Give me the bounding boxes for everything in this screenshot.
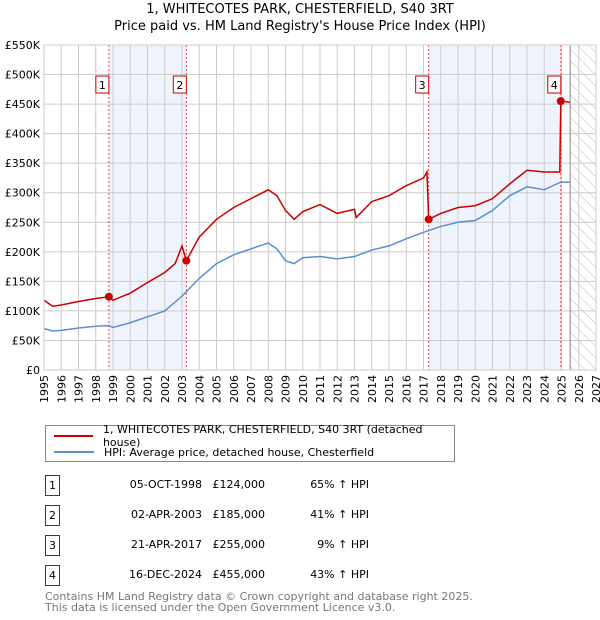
sale-hpi-change: 41% ↑ HPI bbox=[310, 508, 369, 521]
x-tick-label: 2016 bbox=[400, 375, 413, 403]
sale-date: 16-DEC-2024 bbox=[128, 568, 202, 581]
legend-red-line bbox=[54, 435, 93, 437]
x-tick-label: 2003 bbox=[176, 375, 189, 403]
series-line bbox=[43, 100, 571, 307]
x-tick-label: 2008 bbox=[262, 375, 275, 403]
x-tick-label: 2026 bbox=[573, 375, 586, 403]
sale-point bbox=[556, 97, 565, 106]
x-tick-label: 2022 bbox=[504, 375, 517, 403]
x-tick-label: 2027 bbox=[590, 375, 600, 403]
sale-point bbox=[104, 292, 113, 301]
chart-subtitle: Price paid vs. HM Land Registry's House … bbox=[114, 19, 486, 34]
y-tick-label: £50K bbox=[12, 334, 41, 347]
x-tick-label: 2025 bbox=[556, 375, 569, 403]
sale-row: 3 21-APR-2017 £255,000 9% ↑ HPI bbox=[45, 535, 445, 556]
sale-price: £185,000 bbox=[212, 508, 266, 521]
x-tick-label: 2015 bbox=[383, 375, 396, 403]
y-tick-label: £500K bbox=[5, 69, 41, 82]
series-line bbox=[43, 181, 571, 332]
x-tick-label: 1998 bbox=[90, 375, 103, 403]
y-tick-label: £550K bbox=[5, 39, 41, 52]
x-tick-label: 2014 bbox=[366, 375, 379, 403]
x-tick-label: 2017 bbox=[418, 375, 431, 403]
x-tick-label: 2006 bbox=[228, 375, 241, 403]
x-tick-label: 2011 bbox=[314, 375, 327, 403]
x-tick-label: 2024 bbox=[538, 375, 551, 403]
sale-price: £124,000 bbox=[212, 478, 266, 491]
sale-marker-label: 4 bbox=[45, 565, 60, 586]
y-tick-label: £300K bbox=[5, 187, 41, 200]
x-tick-label: 2023 bbox=[521, 375, 534, 403]
y-tick-label: £450K bbox=[5, 98, 41, 111]
y-tick-label: £150K bbox=[5, 275, 41, 288]
y-tick-label: £350K bbox=[5, 157, 41, 170]
sale-label: 2 bbox=[176, 79, 183, 92]
x-tick-label: 2002 bbox=[159, 375, 172, 403]
x-tick-label: 2001 bbox=[142, 375, 155, 403]
sale-point bbox=[182, 256, 191, 265]
x-tick-label: 1997 bbox=[73, 375, 86, 403]
legend: 1, WHITECOTES PARK, CHESTERFIELD, S40 3R… bbox=[45, 423, 455, 462]
x-tick-label: 2020 bbox=[469, 375, 482, 403]
x-tick-label: 2018 bbox=[435, 375, 448, 403]
sale-row: 2 02-APR-2003 £185,000 41% ↑ HPI bbox=[45, 505, 445, 526]
x-tick-label: 2005 bbox=[211, 375, 224, 403]
legend-label-hpi: HPI: Average price, detached house, Ches… bbox=[104, 445, 375, 459]
sale-label-box bbox=[547, 75, 562, 94]
sale-marker-label: 2 bbox=[45, 505, 60, 526]
y-tick-label: £100K bbox=[5, 305, 41, 318]
sale-row: 4 16-DEC-2024 £455,000 43% ↑ HPI bbox=[45, 565, 445, 586]
sale-point bbox=[424, 215, 433, 224]
shaded-range bbox=[428, 45, 561, 370]
y-tick-label: £400K bbox=[5, 128, 41, 141]
x-tick-label: 1995 bbox=[38, 375, 51, 403]
sale-marker-label: 1 bbox=[45, 475, 60, 496]
y-tick-label: £250K bbox=[5, 216, 41, 229]
sale-marker-label: 3 bbox=[45, 535, 60, 556]
sale-date: 21-APR-2017 bbox=[130, 538, 202, 551]
sale-label: 4 bbox=[551, 79, 558, 92]
footer-line-1: Contains HM Land Registry data © Crown c… bbox=[45, 590, 473, 603]
sale-label-box bbox=[172, 75, 187, 94]
chart-title: 1, WHITECOTES PARK, CHESTERFIELD, S40 3R… bbox=[146, 2, 454, 17]
plot-area: 1995 1996 1997 1998 1999 2000 2001 2002 2003 2004… bbox=[5, 39, 600, 403]
sale-date: 05-OCT-1998 bbox=[129, 478, 202, 491]
y-tick-label: £0 bbox=[26, 364, 40, 377]
y-tick-label: £200K bbox=[5, 246, 41, 259]
sale-label: 1 bbox=[99, 79, 106, 92]
sale-hpi-change: 9% ↑ HPI bbox=[317, 538, 369, 551]
x-tick-label: 2004 bbox=[193, 375, 206, 403]
sale-row: 1 05-OCT-1998 £124,000 65% ↑ HPI bbox=[45, 475, 445, 496]
x-tick-label: 1996 bbox=[55, 375, 68, 403]
x-tick-label: 2013 bbox=[349, 375, 362, 403]
sale-label-box bbox=[95, 75, 110, 94]
x-tick-label: 2012 bbox=[331, 375, 344, 403]
x-tick-label: 2021 bbox=[487, 375, 500, 403]
footer-line-2: This data is licensed under the Open Gov… bbox=[45, 601, 396, 614]
x-tick-label: 2019 bbox=[452, 375, 465, 403]
plot-frame bbox=[43, 44, 597, 371]
sale-date: 02-APR-2003 bbox=[130, 508, 202, 521]
legend-label-property: 1, WHITECOTES PARK, CHESTERFIELD, S40 3R… bbox=[102, 423, 423, 449]
sale-label-box bbox=[415, 75, 430, 94]
sale-label: 3 bbox=[419, 79, 426, 92]
legend-blue-line bbox=[54, 451, 94, 453]
x-tick-label: 2000 bbox=[124, 375, 137, 403]
sale-hpi-change: 43% ↑ HPI bbox=[310, 568, 369, 581]
sale-price: £455,000 bbox=[212, 568, 266, 581]
x-tick-label: 2010 bbox=[297, 375, 310, 403]
footer: Contains HM Land Registry data © Crown c… bbox=[45, 591, 473, 613]
x-tick-label: 2009 bbox=[280, 375, 293, 403]
forecast-hatch bbox=[570, 45, 596, 370]
x-tick-label: 2007 bbox=[245, 375, 258, 403]
sale-hpi-change: 65% ↑ HPI bbox=[310, 478, 369, 491]
x-tick-label: 1999 bbox=[107, 375, 120, 403]
sale-price: £255,000 bbox=[212, 538, 266, 551]
